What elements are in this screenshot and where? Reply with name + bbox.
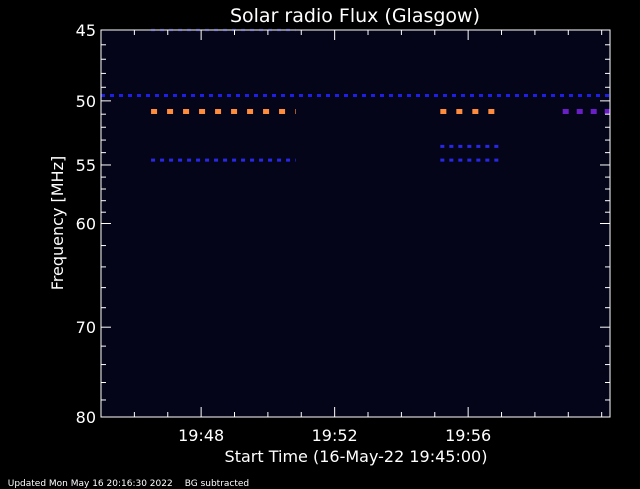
x-axis-label: Start Time (16-May-22 19:45:00) xyxy=(225,447,488,466)
y-tick-label: 50 xyxy=(76,92,96,111)
x-tick-label: 19:48 xyxy=(178,426,224,445)
x-tick-label: 19:52 xyxy=(312,426,358,445)
background-note: BG subtracted xyxy=(184,479,250,489)
y-axis: 45 50 55 60 70 80 xyxy=(76,21,610,427)
chart-title: Solar radio Flux (Glasgow) xyxy=(230,5,480,27)
x-axis: 19:48 19:52 19:56 xyxy=(133,30,603,445)
y-tick-label: 45 xyxy=(76,21,96,40)
x-tick-label: 19:56 xyxy=(445,426,491,445)
plot-background xyxy=(101,30,610,417)
y-tick-label: 60 xyxy=(76,215,96,234)
y-axis-label: Frequency [MHz] xyxy=(48,156,67,290)
y-tick-label: 80 xyxy=(76,408,96,427)
footer: Updated Mon May 16 20:16:30 2022 BG subtr… xyxy=(2,469,261,489)
y-tick-label: 70 xyxy=(76,318,96,337)
y-tick-label: 55 xyxy=(76,156,96,175)
updated-timestamp: Updated Mon May 16 20:16:30 2022 xyxy=(7,479,173,489)
